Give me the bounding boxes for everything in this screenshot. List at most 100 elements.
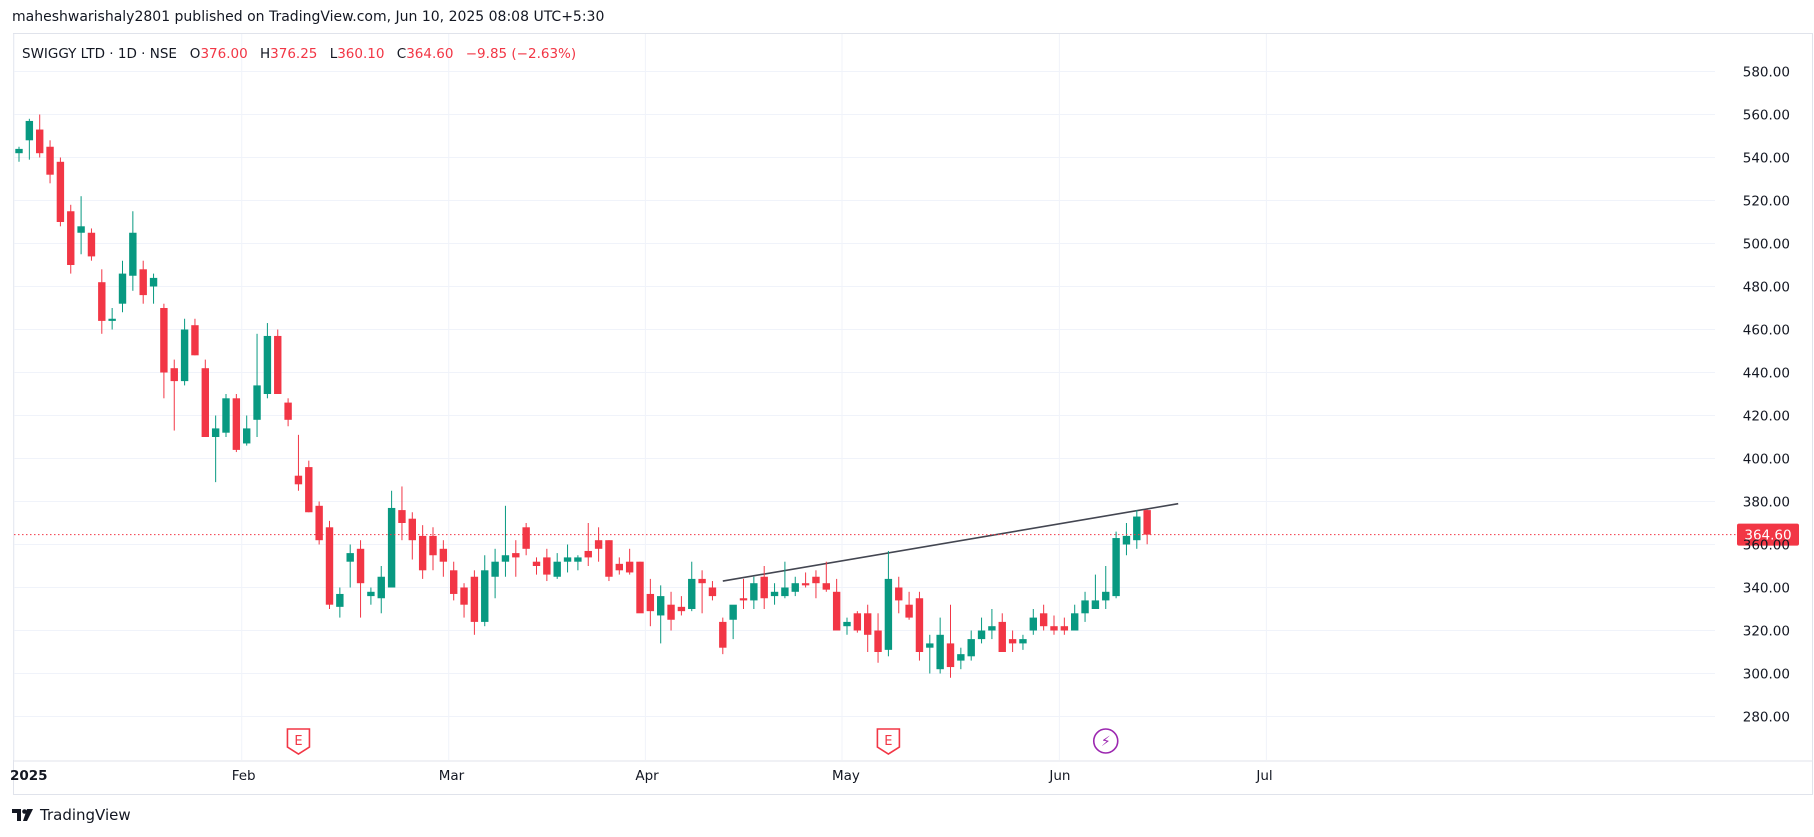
candle [874,613,882,663]
candle-body [1081,600,1089,614]
candle-body [957,654,965,661]
candle [294,434,303,491]
candle-body [750,583,758,601]
x-tick-label: Mar [439,768,465,784]
candle [905,591,913,620]
time-axis[interactable]: 2025 Feb Mar Apr May Jun Jul [10,760,1812,784]
candlestick-chart[interactable]: 364.60 280.00 300.00 320.00 340.00 360.00 380… [0,0,1814,800]
candle [1019,634,1027,650]
candle [1091,574,1100,609]
candle-body [56,161,65,222]
candle-body [729,604,737,620]
candle-body [356,548,365,584]
candle-body [274,335,282,394]
grid-lines [13,34,1715,760]
candle [439,540,448,577]
candle-body [657,596,665,616]
candle [801,572,810,588]
candle [977,617,986,644]
candle [201,359,209,437]
candle-body [1060,626,1069,631]
candle [98,269,106,334]
candle [67,204,75,274]
candle [211,415,220,483]
candle-body [201,368,209,437]
candle-body [926,643,934,648]
candle-body [864,613,872,635]
y-tick-label: 380.00 [1743,495,1790,511]
candle [25,118,34,160]
candle [967,630,975,661]
candle [222,394,230,437]
candle [1050,615,1058,635]
candle [926,634,934,674]
x-tick-label: 2025 [10,768,48,784]
candle [336,587,344,618]
candle [377,566,385,614]
candle-body [180,329,189,382]
candle-body [1008,639,1017,644]
candle-body [946,643,955,668]
x-tick-label: Jul [1255,768,1272,784]
candle [243,415,251,446]
candle [636,561,644,614]
candle [988,609,996,640]
candle [274,329,282,394]
candle-body [1102,591,1110,601]
price-axis[interactable]: 280.00 300.00 320.00 340.00 360.00 380.00 400.… [1743,65,1790,726]
candle [957,647,965,670]
tradingview-brand[interactable]: TradingView [12,806,131,824]
event-markers: E E ⚡ [286,728,1119,755]
candle-body [884,578,893,650]
y-tick-label: 420.00 [1743,409,1790,425]
candle [315,501,323,545]
candle-body [429,535,437,556]
candle-body [625,561,634,573]
candle-body [118,273,127,304]
trendline-layer[interactable] [722,502,1179,582]
candle [750,576,758,609]
x-tick-label: May [832,768,860,784]
candle-body [936,634,944,670]
candle [719,617,727,655]
candle [563,544,572,573]
candle [77,196,85,255]
legend-high-label: H [259,46,271,62]
candle-body [387,507,396,588]
candle-body [87,232,96,257]
candle-body [1039,613,1048,627]
candle [936,617,944,674]
candle [470,570,479,635]
candle [946,604,955,678]
candle [657,585,665,644]
candle-body [574,557,582,562]
candle [532,557,541,575]
candle [895,576,903,614]
candle [232,394,241,453]
candle [1143,509,1151,545]
candle [253,333,261,437]
candle [56,157,65,227]
candle-body [129,232,137,276]
candle-body [688,578,696,609]
candle-body [284,402,292,420]
candle-body [1143,510,1151,535]
x-tick-label: Apr [635,768,659,784]
candle-body [1019,639,1027,644]
candle-body [812,576,820,584]
candle-body [977,630,986,640]
candle-body [770,591,779,597]
candle [460,583,468,618]
y-tick-label: 340.00 [1743,581,1790,597]
dividend-marker-circle [1092,728,1119,754]
candle-body [915,598,924,652]
candle-body [253,385,261,420]
candle-body [698,578,706,584]
candle-body [1029,617,1037,631]
candle [584,523,592,566]
candle [387,490,396,588]
candle-body [232,398,241,450]
candle-body [998,621,1006,652]
candle [129,211,137,291]
earnings-marker-label: E [294,734,302,749]
